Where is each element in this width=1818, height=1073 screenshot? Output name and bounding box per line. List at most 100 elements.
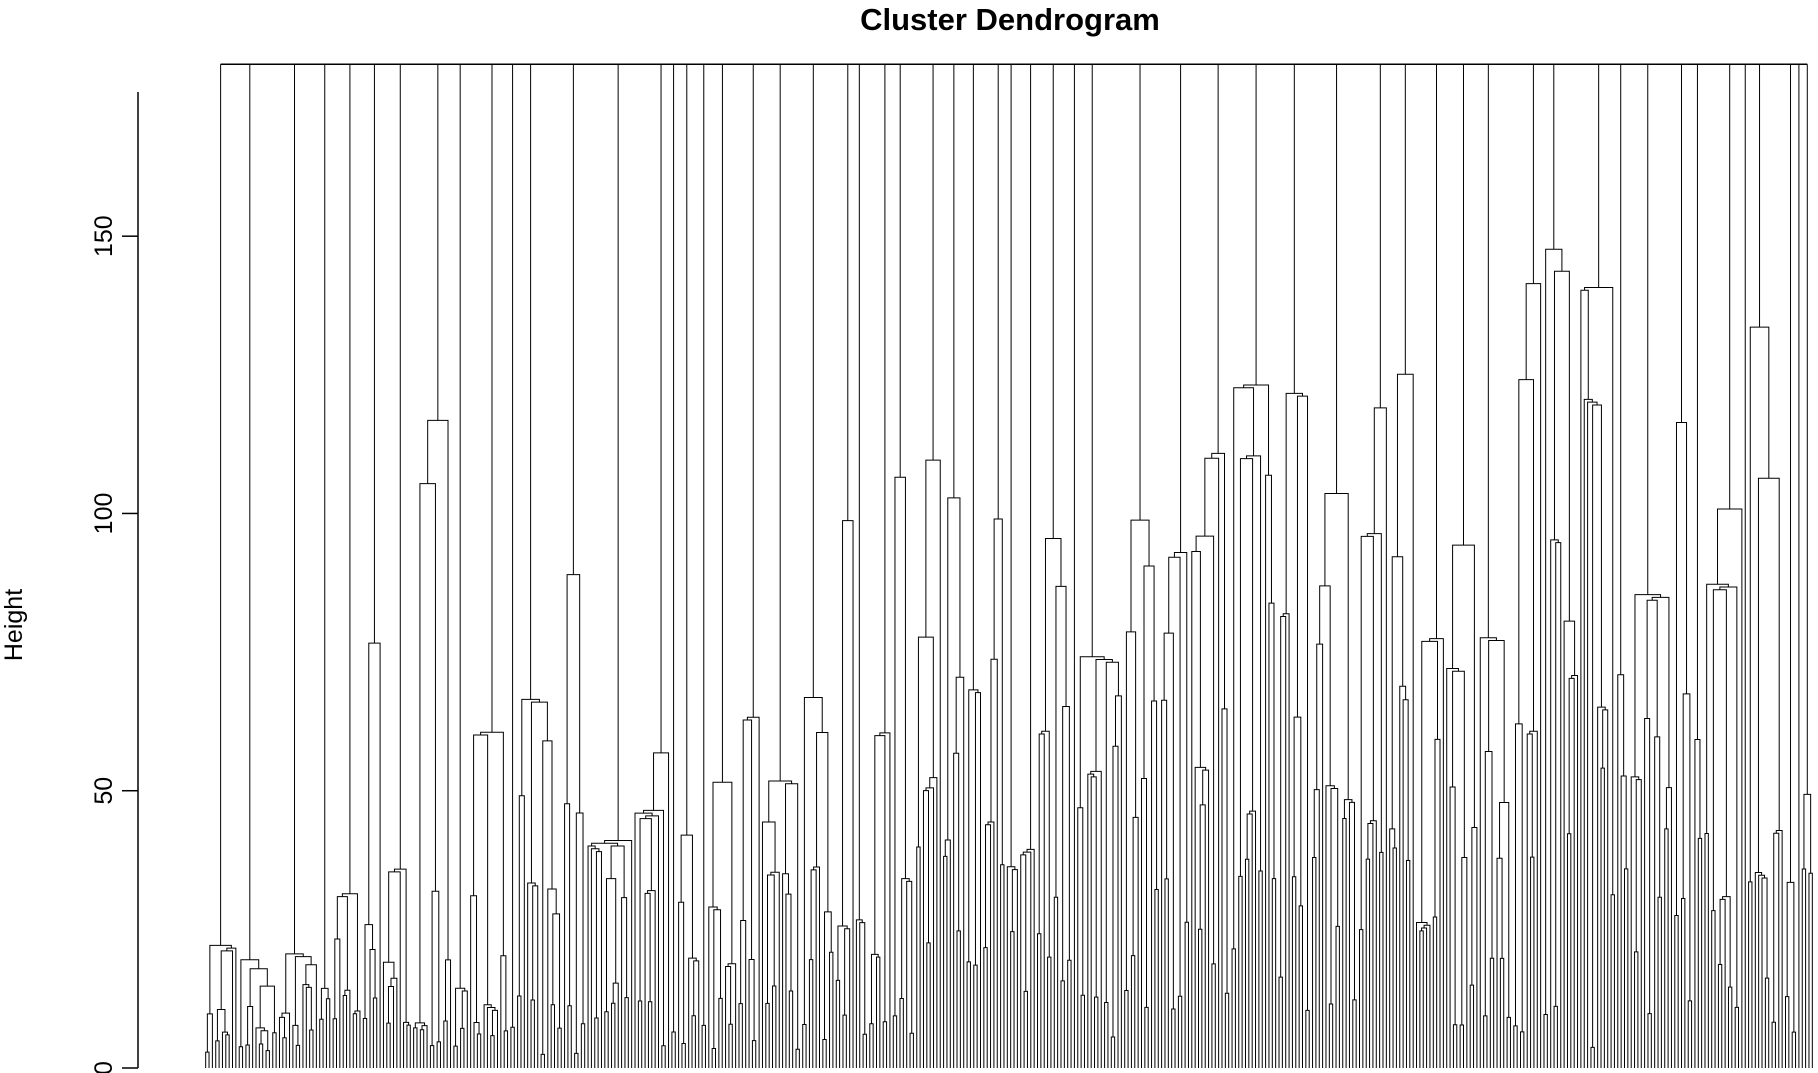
dendrogram-branch xyxy=(1369,820,1377,1068)
dendrogram-branch xyxy=(611,1002,616,1068)
dendrogram-branch xyxy=(590,848,600,1068)
dendrogram-branch xyxy=(216,1008,226,1041)
dendrogram-branch xyxy=(540,1053,545,1068)
dendrogram-branch xyxy=(1635,779,1642,1068)
dendrogram-branch xyxy=(552,913,561,1029)
dendrogram-branch xyxy=(503,1030,509,1068)
dendrogram-branch xyxy=(419,483,436,1023)
dendrogram-branch xyxy=(483,1004,492,1068)
dendrogram-branch xyxy=(922,790,929,1068)
dendrogram-branch xyxy=(1610,894,1615,1068)
dendrogram-branch xyxy=(1011,869,1018,1068)
dendrogram-branch xyxy=(985,824,992,1068)
dendrogram-branch xyxy=(748,958,755,1068)
dendrogram-branch xyxy=(1112,745,1119,1068)
dendrogram-branch xyxy=(610,845,625,898)
dendrogram-branch xyxy=(595,851,602,1068)
dendrogram-branch xyxy=(518,795,525,1068)
dendrogram-branch xyxy=(768,780,793,822)
dendrogram-branch xyxy=(1282,613,1290,1068)
dendrogram-branch xyxy=(221,1031,228,1068)
dendrogram-branch xyxy=(258,1043,264,1068)
dendrogram-branch xyxy=(916,846,921,1068)
dendrogram-branch xyxy=(414,1022,426,1028)
dendrogram-branch xyxy=(767,874,775,1004)
dendrogram-branch xyxy=(944,839,951,1068)
dendrogram-branch xyxy=(1449,786,1456,1068)
dendrogram-branch xyxy=(1571,675,1579,1068)
dendrogram-branch xyxy=(742,719,753,960)
dendrogram-branch xyxy=(249,968,268,1007)
dendrogram-branch xyxy=(1432,916,1438,1068)
dendrogram-branch xyxy=(1525,283,1542,1068)
dendrogram-branch xyxy=(226,947,237,1068)
dendrogram-branch xyxy=(1545,248,1563,1015)
dendrogram-branch xyxy=(1143,565,1155,779)
dendrogram-branch xyxy=(1246,455,1262,872)
dendrogram-branch xyxy=(693,960,700,1068)
dendrogram-branch xyxy=(634,812,653,1068)
dendrogram-branch xyxy=(393,868,407,1023)
dendrogram-branch xyxy=(1195,535,1215,964)
dendrogram-branch xyxy=(461,990,468,1068)
dendrogram-branch xyxy=(1506,1016,1511,1068)
dendrogram-branch xyxy=(892,1015,898,1068)
dendrogram-branch xyxy=(209,944,232,1014)
dendrogram-branch xyxy=(1499,802,1510,1018)
dendrogram-branch xyxy=(1764,977,1770,1068)
dendrogram-branch xyxy=(1514,723,1523,1032)
dendrogram-branch xyxy=(621,897,628,1068)
dendrogram-branch xyxy=(708,906,718,1068)
dendrogram-branch xyxy=(332,1018,337,1068)
dendrogram-branch xyxy=(205,1051,210,1068)
y-tick-label: 0 xyxy=(90,1061,118,1073)
dendrogram-branch xyxy=(1280,616,1287,1068)
dendrogram-branch xyxy=(983,947,988,1068)
dendrogram-branch xyxy=(390,977,398,1068)
dendrogram-branch xyxy=(547,888,557,1068)
dendrogram-branch xyxy=(604,839,633,1068)
dendrogram-branch xyxy=(1773,832,1780,1068)
dendrogram-branch xyxy=(1041,730,1050,958)
dendrogram-branch xyxy=(1365,858,1371,1068)
dendrogram-branch xyxy=(594,1017,599,1068)
dendrogram-branch xyxy=(225,1034,230,1068)
dendrogram-branch xyxy=(785,783,799,1050)
dendrogram-branch xyxy=(1665,787,1672,1068)
dendrogram-branch xyxy=(1000,864,1005,1068)
y-tick-label: 100 xyxy=(90,493,118,535)
dendrogram-branch xyxy=(1278,976,1283,1068)
dendrogram-branch xyxy=(1808,872,1813,1068)
dendrogram-branch xyxy=(476,1033,482,1068)
dendrogram-branch xyxy=(527,882,536,1068)
dendrogram-branch xyxy=(874,735,886,1022)
dendrogram-branch xyxy=(1654,736,1661,1068)
dendrogram-branch xyxy=(738,1003,743,1068)
dendrogram-branch xyxy=(701,1024,706,1068)
dendrogram-branch xyxy=(1529,730,1538,1068)
dendrogram-branch xyxy=(1087,773,1095,1068)
dendrogram-branch xyxy=(1801,868,1807,1068)
dendrogram-branch xyxy=(974,692,981,1068)
dendrogram-branch xyxy=(681,1042,686,1068)
dendrogram-branch xyxy=(354,1010,361,1068)
dendrogram-branch xyxy=(1520,1031,1525,1068)
dendrogram-branch xyxy=(1391,556,1404,829)
dendrogram-branch xyxy=(612,982,619,1068)
dendrogram-branch xyxy=(808,959,814,1068)
dendrogram-branch xyxy=(1402,699,1409,1068)
dendrogram-branch xyxy=(1244,858,1250,1068)
dendrogram-branch xyxy=(1550,539,1559,1068)
y-axis-label: Height xyxy=(0,589,28,661)
dendrogram-branch xyxy=(1211,963,1216,1068)
dendrogram-branch xyxy=(491,1009,498,1068)
dendrogram-branch xyxy=(925,459,941,1068)
dendrogram-branch xyxy=(1348,801,1355,1068)
dendrogram-branch xyxy=(899,997,904,1068)
dendrogram-branch xyxy=(1020,854,1027,1068)
dendrogram-branch xyxy=(829,951,834,1068)
dendrogram-branch xyxy=(427,419,449,960)
dendrogram-branch xyxy=(1630,776,1640,1068)
dendrogram-branch xyxy=(765,1002,770,1068)
dendrogram-branch xyxy=(788,990,794,1068)
